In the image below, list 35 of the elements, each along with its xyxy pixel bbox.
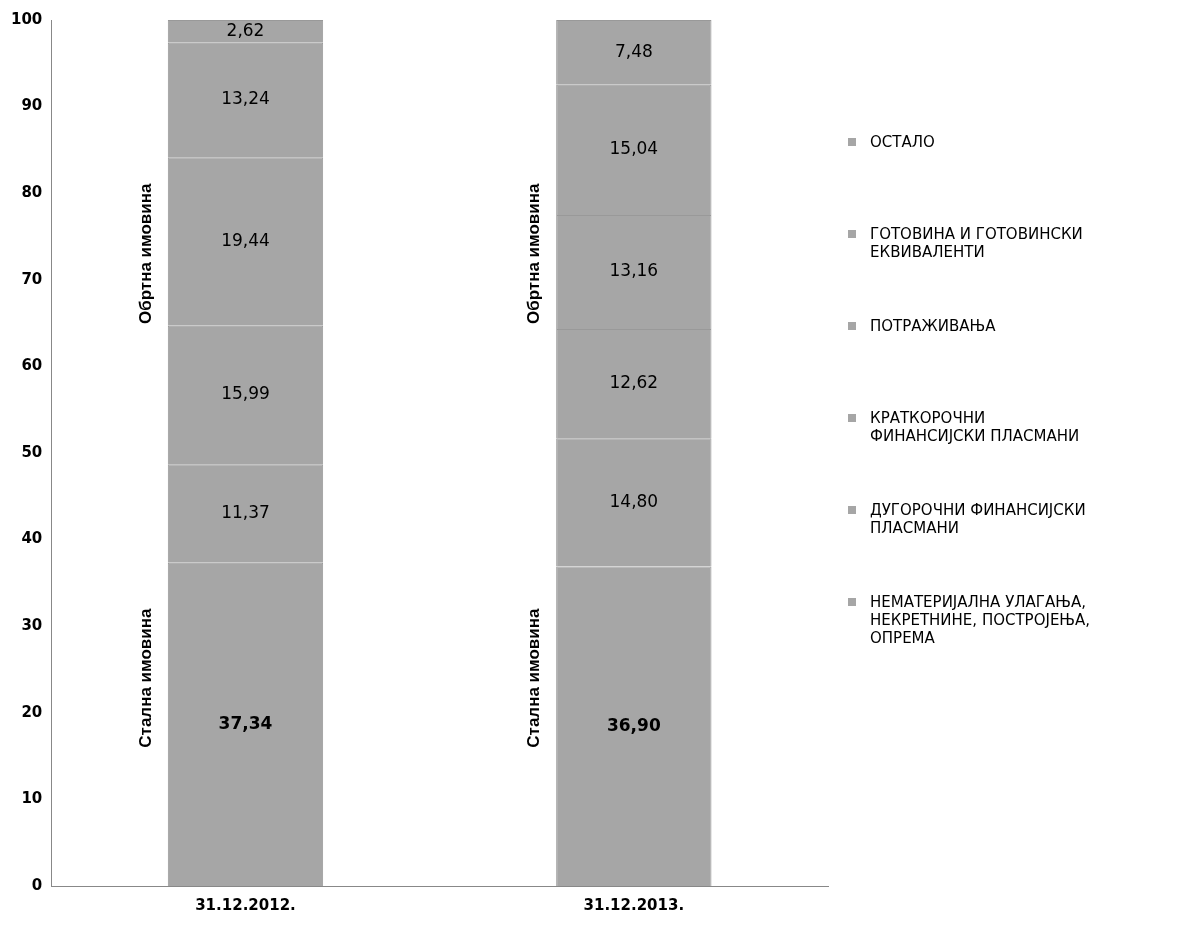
data-label: 15,04 xyxy=(609,138,659,159)
y-tick-label: 90 xyxy=(21,96,43,115)
y-tick-label: 40 xyxy=(21,529,43,548)
legend-label: ДУГОРОЧНИ ФИНАНСИЈСКИ ПЛАСМАНИ xyxy=(870,501,1087,537)
data-label: 13,24 xyxy=(221,88,270,109)
data-label: 7,48 xyxy=(614,40,653,61)
data-label: 37,34 xyxy=(218,712,273,733)
legend-label: ОСТАЛО xyxy=(870,133,936,151)
data-label: 12,62 xyxy=(609,372,659,393)
y-tick-label: 20 xyxy=(21,702,43,721)
annotation: Обртна имовина xyxy=(523,183,543,325)
data-label: 11,37 xyxy=(221,501,270,522)
y-tick-label: 60 xyxy=(21,356,43,375)
data-label: 2,62 xyxy=(226,19,265,40)
annotation: Стална имовина xyxy=(523,608,543,748)
legend-label: КРАТКОРОЧНИ ФИНАНСИЈСКИ ПЛАСМАНИ xyxy=(870,409,1081,445)
y-tick-label: 50 xyxy=(21,442,43,461)
y-tick-label: 100 xyxy=(11,9,43,28)
y-tick-label: 80 xyxy=(21,183,43,202)
y-tick-label: 70 xyxy=(21,269,43,288)
data-label: 15,99 xyxy=(221,383,270,404)
y-tick-label: 10 xyxy=(21,789,43,808)
data-label: 36,90 xyxy=(606,714,661,735)
data-label: 14,80 xyxy=(609,490,659,511)
annotation: Обртна имовина xyxy=(135,183,155,325)
y-tick-label: 30 xyxy=(21,616,43,635)
legend-label: ГОТОВИНА И ГОТОВИНСКИ ЕКВИВАЛЕНТИ xyxy=(870,225,1084,261)
data-label: 19,44 xyxy=(221,229,270,250)
annotation: Стална имовина xyxy=(135,608,155,748)
legend-label: ПОТРАЖИВАЊА xyxy=(870,317,997,335)
data-label: 13,16 xyxy=(609,260,659,281)
x-tick-label: 31.12.2012. xyxy=(195,895,296,914)
x-tick-label: 31.12.2013. xyxy=(583,895,685,914)
y-tick-label: 0 xyxy=(31,875,43,894)
legend-label: НЕМАТЕРИЈАЛНА УЛАГАЊА, НЕКРЕТНИНЕ, ПОСТРОЈЕЊА, ОПРЕМА xyxy=(870,593,1092,647)
